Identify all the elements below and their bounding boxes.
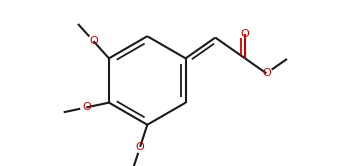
Text: O: O [136,142,144,152]
Text: O: O [240,29,249,39]
Text: O: O [82,102,91,112]
Text: O: O [262,68,271,78]
Text: O: O [89,36,98,46]
